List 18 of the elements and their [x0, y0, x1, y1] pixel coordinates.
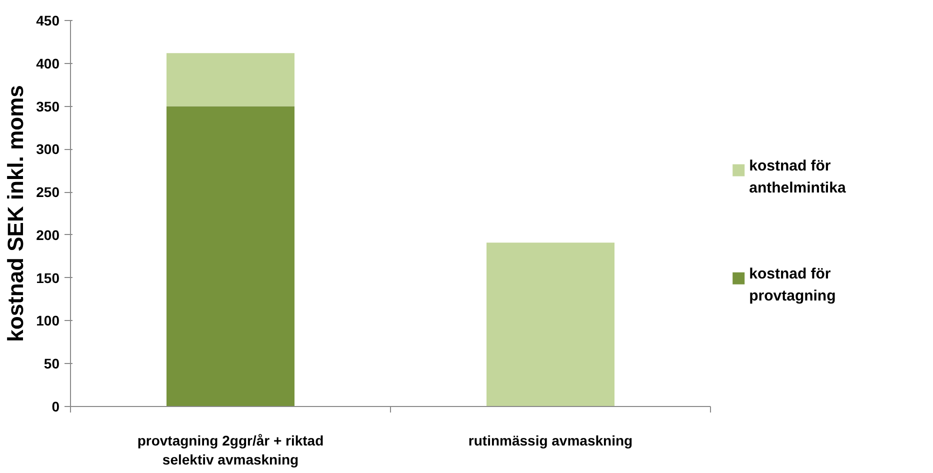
bar [166, 106, 294, 406]
y-tick-label: 50 [44, 356, 60, 372]
y-tick-label: 450 [36, 12, 60, 28]
y-tick-label: 100 [36, 312, 60, 329]
bar [166, 53, 294, 106]
y-tick-label: 200 [36, 226, 60, 243]
y-tick-label: 0 [52, 398, 60, 414]
y-tick-label: 350 [36, 98, 60, 114]
y-tick-label: 400 [36, 55, 60, 72]
x-tick-label: provtagning 2ggr/år + riktad selektiv avmaskning [137, 432, 324, 468]
legend-label: kostnad för provtagning [749, 266, 836, 305]
y-tick-label: 250 [36, 184, 60, 200]
bar [486, 242, 614, 406]
y-axis-title: kostnad SEK inkl. moms [3, 85, 28, 342]
legend-label: kostnad för anthelmintika [749, 158, 846, 197]
y-tick-label: 300 [36, 141, 60, 158]
x-tick-label: rutinmässig avmaskning [468, 432, 633, 448]
y-tick-label: 150 [36, 270, 60, 286]
